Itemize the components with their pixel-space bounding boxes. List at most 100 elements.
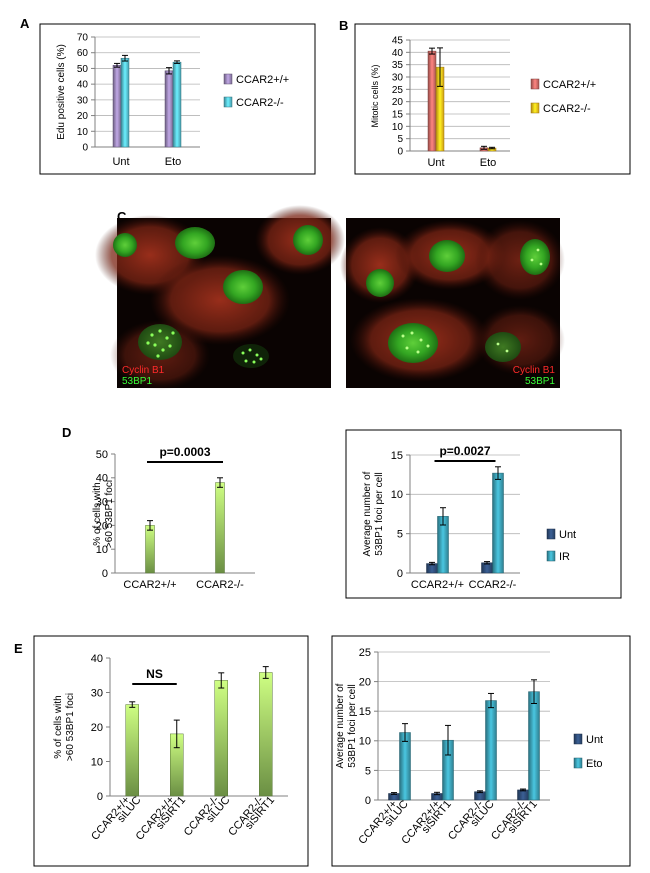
- chart-e2-legend-swatch: [573, 757, 583, 769]
- chart-a-ytick-label: 70: [77, 33, 89, 44]
- chart-b-bar: [427, 50, 437, 152]
- chart-b-ytick-label: 10: [392, 122, 404, 133]
- chart-e2-ytick-label: 25: [359, 647, 371, 659]
- chart-e1-ytick-label: 30: [91, 687, 103, 699]
- chart-a-ytick-label: 60: [77, 48, 89, 59]
- chart-d2-ytick-label: 15: [391, 450, 403, 462]
- chart-d2-legend-label: Unt: [559, 529, 576, 541]
- chart-d2-ylabel: 53BP1 foci per cell: [374, 472, 385, 555]
- chart-e1-ytick-label: 0: [97, 791, 103, 803]
- left-label-53bp1: 53BP1: [122, 376, 152, 387]
- chart-a-ytick-label: 10: [77, 127, 89, 138]
- chart-a-ytick-label: 0: [82, 143, 88, 154]
- chart-b-legend-swatch: [530, 78, 540, 90]
- chart-e2-ylabel: 53BP1 foci per cell: [347, 684, 358, 767]
- chart-e1-ytick-label: 20: [91, 722, 103, 734]
- chart-e2-ytick-label: 20: [359, 676, 371, 688]
- chart-e1-ylabel: % of cells with: [53, 695, 64, 758]
- chart-a-ytick-label: 20: [77, 111, 89, 122]
- chart-e2-bar: [485, 700, 497, 801]
- chart-e2-ytick-label: 5: [365, 765, 371, 777]
- chart-d1-ytick-label: 40: [96, 473, 108, 485]
- chart-d2-significance-label: p=0.0027: [439, 444, 490, 458]
- chart-d1-ytick-label: 10: [96, 544, 108, 556]
- chart-d2-ytick-label: 0: [397, 568, 403, 580]
- panel-label-d: D: [62, 425, 71, 440]
- chart-b-ylabel: Mitotic cells (%): [370, 64, 380, 127]
- chart-a-bar: [164, 70, 174, 148]
- panel-label-e: E: [14, 641, 23, 656]
- chart-e1-significance-label: NS: [146, 667, 163, 681]
- chart-a-legend-label: CCAR2-/-: [236, 97, 284, 109]
- micrograph-right: Cyclin B1 53BP1: [340, 218, 565, 388]
- chart-d1-bar: [215, 482, 225, 574]
- chart-a-bar: [120, 57, 130, 148]
- chart-b-ytick-label: 45: [392, 36, 404, 47]
- chart-e2-ylabel: Average number of: [335, 683, 346, 768]
- chart-d1-ytick-label: 20: [96, 520, 108, 532]
- chart-b-ytick-label: 5: [397, 134, 403, 145]
- chart-e2-legend-label: Eto: [586, 758, 603, 770]
- chart-frame-e2: [331, 635, 631, 867]
- chart-e1-bar: [125, 704, 139, 797]
- chart-d2-ytick-label: 5: [397, 529, 403, 541]
- chart-a-bar: [112, 65, 122, 148]
- chart-e2-legend-label: Unt: [586, 734, 603, 746]
- chart-b-ytick-label: 0: [397, 147, 403, 158]
- chart-e1-bar: [259, 672, 273, 797]
- chart-d2-category-label: CCAR2-/-: [469, 579, 517, 591]
- chart-a-ytick-label: 30: [77, 95, 89, 106]
- chart-d1-significance-label: p=0.0003: [159, 445, 210, 459]
- panel-label-b: B: [339, 18, 348, 33]
- chart-a-bar: [172, 61, 182, 148]
- chart-d1-bar: [145, 525, 155, 574]
- chart-e2-ytick-label: 10: [359, 736, 371, 748]
- chart-a-ytick-label: 40: [77, 80, 89, 91]
- chart-d2-legend-label: IR: [559, 551, 570, 563]
- chart-d2-bar: [492, 472, 504, 574]
- chart-d1-category-label: CCAR2-/-: [196, 579, 244, 591]
- right-label-53bp1: 53BP1: [525, 376, 555, 387]
- chart-frame-d2: [345, 429, 622, 599]
- chart-frame-a: [39, 23, 316, 175]
- chart-d1-ytick-label: 50: [96, 449, 108, 461]
- chart-d1-ytick-label: 30: [96, 496, 108, 508]
- chart-b-legend-label: CCAR2-/-: [543, 103, 591, 115]
- chart-d1-category-label: CCAR2+/+: [123, 579, 176, 591]
- chart-b-category-label: Eto: [480, 157, 497, 169]
- chart-a-ylabel: Edu positive cells (%): [56, 44, 67, 140]
- left-label-cyclin: Cyclin B1: [122, 365, 165, 376]
- panel-label-a: A: [20, 16, 30, 31]
- chart-e1-bar: [214, 680, 228, 797]
- chart-b-ytick-label: 35: [392, 60, 404, 71]
- chart-b-ytick-label: 20: [392, 97, 404, 108]
- chart-e2-ytick-label: 15: [359, 706, 371, 718]
- chart-e2-bar: [399, 732, 411, 801]
- chart-d2-ylabel: Average number of: [362, 471, 373, 556]
- chart-a-legend-swatch: [223, 73, 233, 85]
- chart-d2-category-label: CCAR2+/+: [411, 579, 464, 591]
- chart-a-legend-label: CCAR2+/+: [236, 74, 289, 86]
- chart-e1-ylabel: >60 53BP1 foci: [65, 693, 76, 761]
- chart-b-category-label: Unt: [427, 157, 444, 169]
- panel-label-c: C: [117, 209, 127, 224]
- chart-d1-ytick-label: 0: [102, 568, 108, 580]
- chart-d1-ylabel: >60 53BP1 foci: [104, 480, 115, 548]
- chart-a-legend-swatch: [223, 96, 233, 108]
- chart-frame-e1: [33, 635, 309, 867]
- micrograph-left: Cyclin B1 53BP1: [95, 205, 345, 390]
- chart-frame-b: [354, 23, 631, 175]
- chart-a-category-label: Eto: [165, 156, 182, 168]
- chart-e1-ytick-label: 10: [91, 756, 103, 768]
- chart-b-ytick-label: 40: [392, 48, 404, 59]
- chart-a-ytick-label: 50: [77, 64, 89, 75]
- chart-b-ytick-label: 25: [392, 85, 404, 96]
- chart-e1-ytick-label: 40: [91, 653, 103, 665]
- chart-b-legend-swatch: [530, 102, 540, 114]
- chart-d2-ytick-label: 10: [391, 489, 403, 501]
- chart-e2-ytick-label: 0: [365, 795, 371, 807]
- chart-a-category-label: Unt: [112, 156, 129, 168]
- chart-b-ytick-label: 30: [392, 73, 404, 84]
